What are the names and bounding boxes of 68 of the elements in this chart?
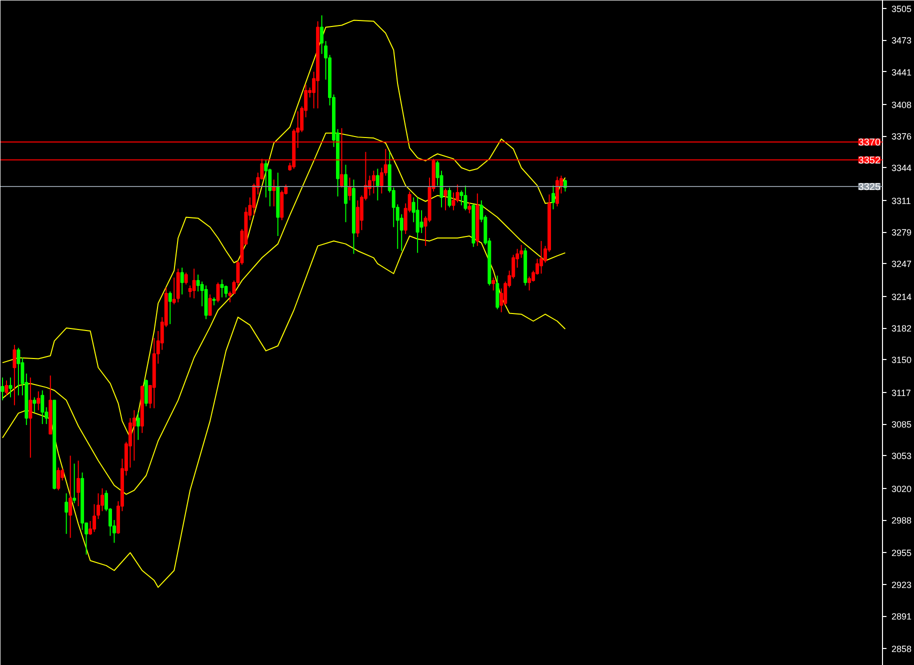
y-tick-label: 3214	[892, 292, 912, 302]
y-tick-label: 3085	[892, 420, 912, 430]
candlestick	[420, 210, 424, 234]
y-tick-label: 3505	[892, 4, 912, 14]
candlestick	[528, 276, 532, 291]
y-tick-label: 3344	[892, 163, 912, 174]
candlestick	[540, 240, 544, 274]
candlestick	[16, 347, 20, 396]
candlestick	[460, 190, 464, 206]
candlestick	[56, 467, 60, 491]
candlestick	[416, 196, 420, 254]
y-tick-label: 3279	[892, 228, 912, 238]
y-tick-label: 3376	[892, 132, 912, 142]
y-tick-label: 3150	[892, 355, 912, 366]
candlestick	[496, 275, 500, 310]
candlestick	[64, 492, 68, 534]
candlestick	[372, 170, 376, 194]
y-tick-label: 3473	[892, 36, 912, 46]
y-tick-label: 2955	[892, 548, 912, 558]
candlestick	[180, 267, 184, 295]
candlestick	[448, 187, 452, 208]
candlestick	[192, 268, 196, 299]
y-tick-label: 3247	[892, 259, 912, 270]
candlestick	[563, 179, 567, 192]
y-tick-label: 3053	[892, 451, 912, 462]
y-tick-label: 3182	[892, 324, 912, 334]
candlestick	[92, 504, 96, 532]
candlestick	[444, 188, 448, 211]
y-tick-label: 3311	[892, 196, 911, 206]
candlestick	[552, 185, 555, 210]
candlestick	[32, 396, 36, 413]
candlestick	[168, 290, 172, 325]
candlestick	[28, 377, 32, 458]
candlestick	[40, 390, 44, 425]
candlestick	[464, 185, 468, 211]
y-tick-label: 2988	[892, 516, 912, 526]
candlestick	[12, 344, 16, 406]
candlestick	[468, 202, 472, 214]
line-series	[2, 132, 566, 495]
candlestick	[556, 176, 559, 207]
candlestick	[8, 377, 12, 398]
y-tick-label: 2858	[892, 644, 912, 654]
candlestick	[36, 390, 40, 411]
line-series	[2, 236, 566, 588]
candlestick	[184, 272, 188, 286]
y-tick-label: 3020	[892, 484, 912, 494]
candlestick	[452, 192, 456, 211]
candlestick	[132, 410, 136, 462]
candlestick	[376, 168, 380, 201]
candlestick	[220, 279, 224, 298]
candlestick	[144, 379, 148, 407]
candlestick	[136, 412, 140, 440]
candlestick	[492, 277, 496, 291]
y-tick-label: 3441	[892, 67, 912, 78]
candlestick	[208, 294, 212, 316]
candlestick	[224, 285, 228, 298]
y-tick-label: 3408	[892, 100, 912, 110]
candlestick	[320, 14, 324, 54]
y-tick-label: 2891	[892, 612, 912, 622]
candlestick	[0, 377, 4, 401]
candlestick	[264, 159, 268, 198]
candlestick	[348, 177, 352, 201]
candlestick	[4, 380, 8, 396]
candlestick	[72, 463, 76, 504]
y-tick-label: 3117	[892, 388, 911, 398]
y-tick-label: 2923	[892, 580, 912, 590]
candlestick	[68, 455, 72, 538]
candlestick	[76, 460, 80, 507]
